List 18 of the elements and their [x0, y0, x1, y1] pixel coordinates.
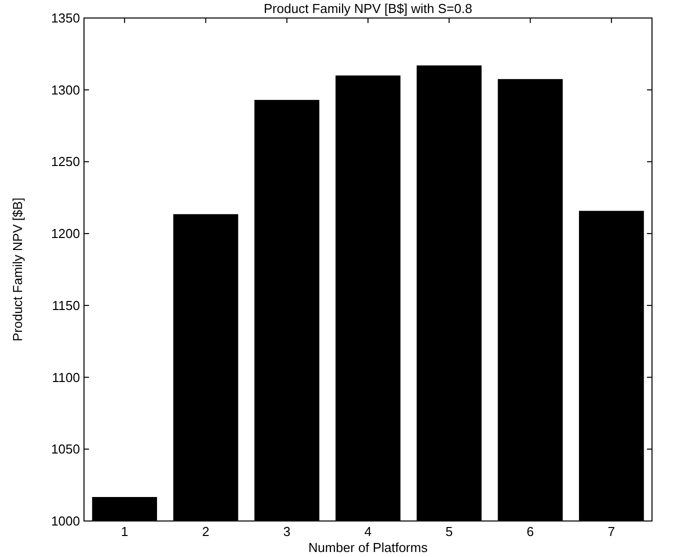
x-tick-label: 3 [283, 524, 290, 539]
y-tick-label: 1100 [52, 370, 80, 385]
chart-title: Product Family NPV [B$] with S=0.8 [264, 1, 472, 16]
y-tick-label: 1350 [51, 10, 80, 26]
x-tick-label: 2 [202, 524, 210, 539]
y-tick-label: 1050 [51, 442, 80, 457]
x-tick-label: 1 [120, 524, 128, 539]
y-axis-title: Product Family NPV [$B] [10, 198, 25, 342]
y-tick-label: 1250 [51, 154, 80, 170]
y-tick-label: 1000 [51, 514, 80, 528]
y-tick-label: 1200 [51, 226, 80, 242]
x-tick-label: 7 [608, 524, 616, 539]
x-axis-title: Number of Platforms [308, 540, 428, 555]
y-tick-label: 1300 [51, 82, 80, 98]
x-tick-label: 4 [364, 524, 372, 539]
y-tick-label: 1150 [52, 298, 80, 313]
x-tick-label: 5 [446, 524, 453, 539]
x-tick-label: 6 [526, 524, 534, 539]
